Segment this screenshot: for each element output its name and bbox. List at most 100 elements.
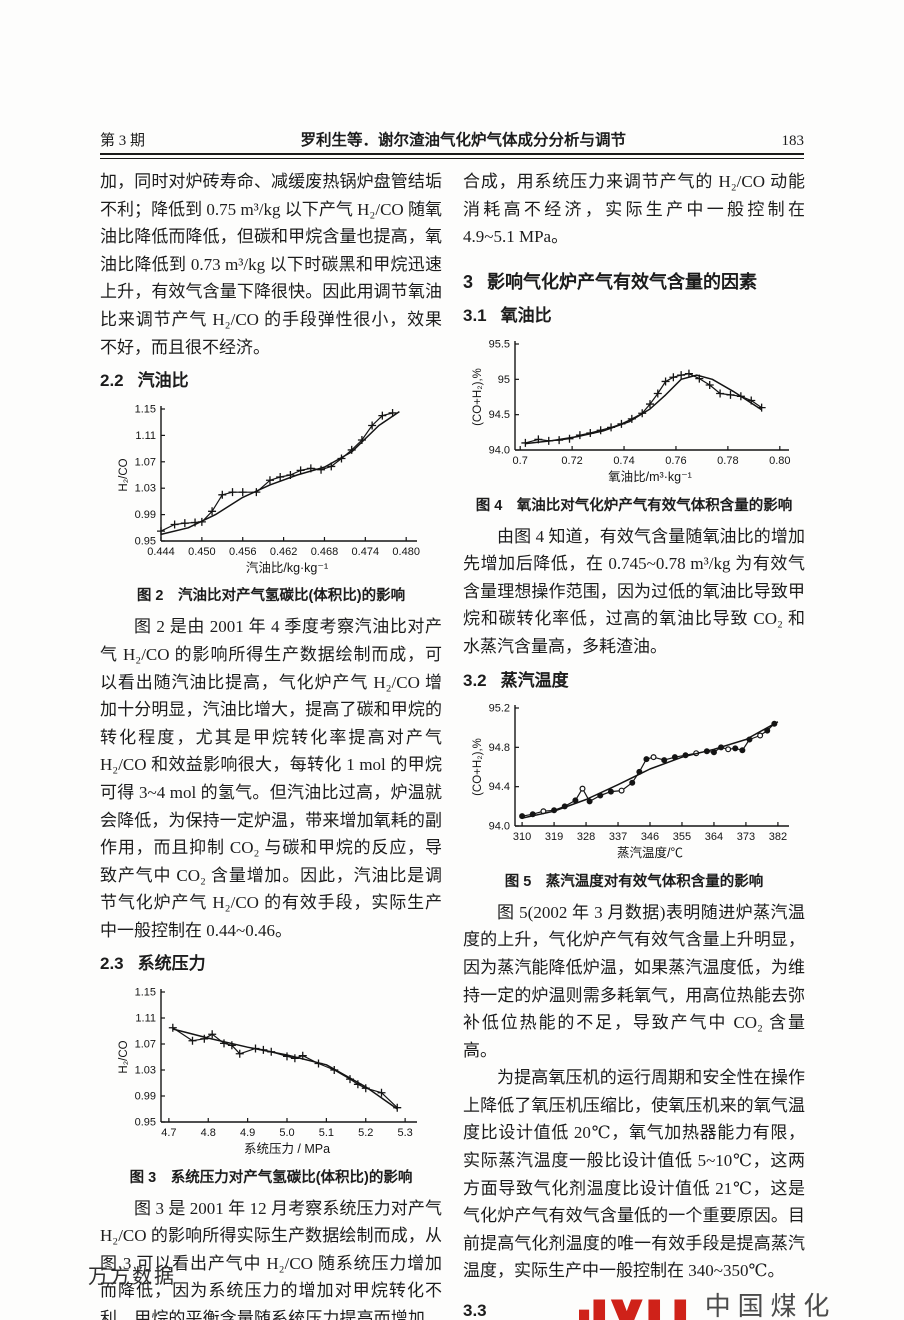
- svg-text:0.474: 0.474: [352, 546, 380, 558]
- svg-text:0.95: 0.95: [135, 1117, 156, 1129]
- svg-text:95.2: 95.2: [489, 703, 510, 715]
- svg-text:382: 382: [769, 831, 787, 843]
- svg-text:94.4: 94.4: [489, 781, 510, 793]
- figure-2-chart: 0.95 0.99 1.03 1.07 1.11 1.15 0.444 0.450 0.456 0…: [100, 399, 442, 586]
- left-column: 加，同时对炉砖寿命、减缓废热锅炉盘管结垢不利；降低到 0.75 m³/kg 以下…: [100, 168, 442, 1320]
- section-title: 系统压力: [137, 954, 206, 974]
- paragraph: 加，同时对炉砖寿命、减缓废热锅炉盘管结垢不利；降低到 0.75 m³/kg 以下…: [100, 172, 442, 357]
- section-number: 2.2: [100, 371, 124, 391]
- svg-text:1.15: 1.15: [135, 403, 156, 415]
- paragraph: 图 3 是 2001 年 12 月考察系统压力对产气 H₂/CO 的影响所得实际…: [100, 1198, 442, 1320]
- svg-text:H₂/CO: H₂/CO: [118, 1040, 130, 1073]
- figure-5-chart: 94.0 94.4 94.8 95.2 310 319 328 337 346 355 364 373…: [463, 698, 805, 871]
- figure-3-caption: 图 3 系统压力对产气氢碳比(体积比)的影响: [129, 1169, 413, 1186]
- svg-text:1.11: 1.11: [135, 1013, 156, 1025]
- svg-text:95.5: 95.5: [489, 338, 510, 350]
- section-heading-3-2: 3.2 蒸汽温度: [463, 667, 805, 695]
- svg-text:0.74: 0.74: [613, 455, 634, 467]
- svg-text:0.480: 0.480: [392, 546, 420, 558]
- svg-text:5.1: 5.1: [319, 1127, 334, 1139]
- section-heading-3: 3 影响气化炉产气有效气含量的因素: [463, 269, 805, 297]
- paragraph: 合成，用系统压力来调节产气的 H₂/CO 动能消耗高不经济，实际生产中一般控制在…: [463, 172, 805, 247]
- svg-text:94.8: 94.8: [489, 742, 510, 754]
- svg-text:319: 319: [545, 831, 563, 843]
- section-title: 氧油比: [500, 306, 552, 326]
- svg-text:(CO+H₂),%: (CO+H₂),%: [472, 368, 484, 426]
- svg-text:0.7: 0.7: [513, 455, 528, 467]
- svg-text:1.07: 1.07: [135, 456, 156, 468]
- svg-text:0.444: 0.444: [147, 546, 175, 558]
- svg-text:5.2: 5.2: [358, 1127, 373, 1139]
- svg-text:0.99: 0.99: [135, 509, 156, 521]
- right-column: 合成，用系统压力来调节产气的 H₂/CO 动能消耗高不经济，实际生产中一般控制在…: [463, 168, 836, 1320]
- section-heading-2-2: 2.2 汽油比: [100, 367, 442, 395]
- section-heading-3-1: 3.1 氧油比: [463, 302, 805, 330]
- figure-4-caption: 图 4 氧油比对气化炉产气有效气体积含量的影响: [475, 497, 793, 514]
- section-title: 汽油比: [137, 371, 189, 391]
- svg-text:氧油比/m³·kg⁻¹: 氧油比/m³·kg⁻¹: [608, 470, 692, 484]
- running-header: 第 3 期 罗利生等．谢尔渣油气化炉气体成分分析与调节 183: [100, 128, 804, 150]
- svg-text:0.78: 0.78: [717, 455, 738, 467]
- svg-text:5.0: 5.0: [279, 1127, 294, 1139]
- svg-text:94.5: 94.5: [489, 409, 510, 421]
- svg-text:4.9: 4.9: [240, 1127, 255, 1139]
- svg-text:0.72: 0.72: [561, 455, 582, 467]
- svg-text:0.76: 0.76: [665, 455, 686, 467]
- paragraph: 为提高氧压机的运行周期和安全性在操作上降低了氧压机压缩比，使氧压机来的氧气温度比…: [463, 1068, 805, 1281]
- cnmhg-logo-text: 中国煤化工 CNMHG: [705, 1291, 832, 1320]
- section-title: 蒸汽温度: [500, 670, 569, 690]
- paragraph: 由图 4 知道，有效气含量随氧油比的增加先增加后降低，在 0.745~0.78 …: [463, 526, 805, 656]
- svg-text:328: 328: [577, 831, 595, 843]
- figure-3: 0.95 0.99 1.03 1.07 1.11 1.15 4.7 4.8 4.9 5.0 5.1 5…: [100, 982, 442, 1189]
- svg-text:1.11: 1.11: [135, 430, 156, 442]
- section-number: 3.2: [463, 670, 487, 690]
- figure-5-caption: 图 5 蒸汽温度对有效气体积含量的影响: [504, 873, 764, 890]
- cnmhg-logo: 中国煤化工 CNMHG: [575, 1289, 836, 1320]
- figure-4-chart: 94.0 94.5 95 95.5 0.7 0.72 0.74 0.76 0.78 0.80 (CO…: [463, 334, 805, 495]
- header-issue: 第 3 期: [100, 133, 146, 149]
- paragraph: 图 2 是由 2001 年 4 季度考察汽油比对产气 H₂/CO 的影响所得生产…: [100, 617, 442, 940]
- svg-text:(CO+H₂),%: (CO+H₂),%: [472, 738, 484, 796]
- svg-text:4.7: 4.7: [161, 1127, 176, 1139]
- section-heading-2-3: 2.3 系统压力: [100, 950, 442, 978]
- wanfang-watermark: 万方数据: [88, 1266, 176, 1288]
- svg-text:346: 346: [641, 831, 659, 843]
- section-3-3-block: 3.3 温度对产气有 效气 据绘制而成，曲 线表明随进炉渣油温度的上升，气化炉产…: [463, 1289, 836, 1320]
- svg-text:1.07: 1.07: [135, 1039, 156, 1051]
- cnmhg-cn-label: 中国煤化工: [704, 1291, 832, 1320]
- figure-2: 0.95 0.99 1.03 1.07 1.11 1.15 0.444 0.450 0.456 0…: [100, 399, 442, 608]
- svg-text:310: 310: [513, 831, 531, 843]
- svg-text:94.0: 94.0: [489, 444, 510, 456]
- figure-5: 94.0 94.4 94.8 95.2 310 319 328 337 346 355 364 373…: [463, 698, 805, 893]
- paragraph: 图 5(2002 年 3 月数据)表明随进炉蒸汽温度的上升，气化炉产气有效气含量…: [463, 902, 805, 1060]
- svg-text:汽油比/kg·kg⁻¹: 汽油比/kg·kg⁻¹: [246, 560, 328, 575]
- svg-text:95: 95: [498, 374, 510, 386]
- section-number: 3.1: [463, 306, 487, 326]
- cnmhg-logo-icon: [579, 1299, 687, 1320]
- svg-text:0.468: 0.468: [311, 546, 339, 558]
- svg-text:364: 364: [705, 831, 723, 843]
- header-page-number: 183: [781, 133, 805, 149]
- svg-text:系统压力 / MPa: 系统压力 / MPa: [244, 1142, 330, 1156]
- svg-text:337: 337: [609, 831, 627, 843]
- svg-text:0.99: 0.99: [135, 1091, 156, 1103]
- svg-text:5.3: 5.3: [397, 1127, 412, 1139]
- svg-text:0.450: 0.450: [188, 546, 216, 558]
- svg-text:0.456: 0.456: [229, 546, 257, 558]
- section-number: 3: [463, 271, 474, 292]
- section-heading-3-3: 3.3: [463, 1301, 487, 1320]
- figure-2-caption: 图 2 汽油比对产气氢碳比(体积比)的影响: [136, 588, 406, 605]
- svg-text:0.80: 0.80: [769, 455, 790, 467]
- svg-text:355: 355: [673, 831, 691, 843]
- figure-4: 94.0 94.5 95 95.5 0.7 0.72 0.74 0.76 0.78 0.80 (CO…: [463, 334, 805, 517]
- svg-text:373: 373: [737, 831, 755, 843]
- svg-text:1.03: 1.03: [135, 482, 156, 494]
- svg-text:1.15: 1.15: [135, 987, 156, 999]
- svg-text:0.462: 0.462: [270, 546, 298, 558]
- svg-text:94.0: 94.0: [489, 821, 510, 833]
- svg-text:1.03: 1.03: [135, 1065, 156, 1077]
- section-number: 2.3: [100, 954, 124, 974]
- svg-text:0.95: 0.95: [135, 535, 156, 547]
- section-title: 影响气化炉产气有效气含量的因素: [487, 271, 758, 292]
- header-rule: [100, 153, 804, 159]
